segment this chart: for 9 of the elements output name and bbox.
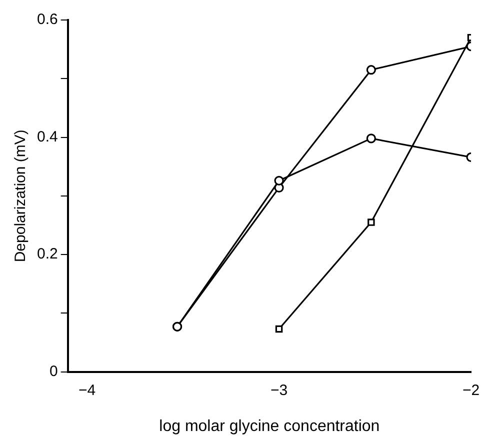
y-tick-label: 0 [50, 362, 58, 380]
x-tick-label: −2 [462, 382, 480, 399]
y-tick-label: 0.2 [36, 246, 58, 263]
y-tick-label: 0.4 [36, 128, 58, 146]
x-axis-title: log molar glycine concentration [159, 418, 380, 435]
y-tick-label: 0.6 [36, 11, 58, 28]
x-tick-label: −4 [78, 382, 96, 399]
x-tick-label: −3 [270, 382, 288, 399]
y-axis-title: Depolarization (mV) [12, 130, 30, 262]
